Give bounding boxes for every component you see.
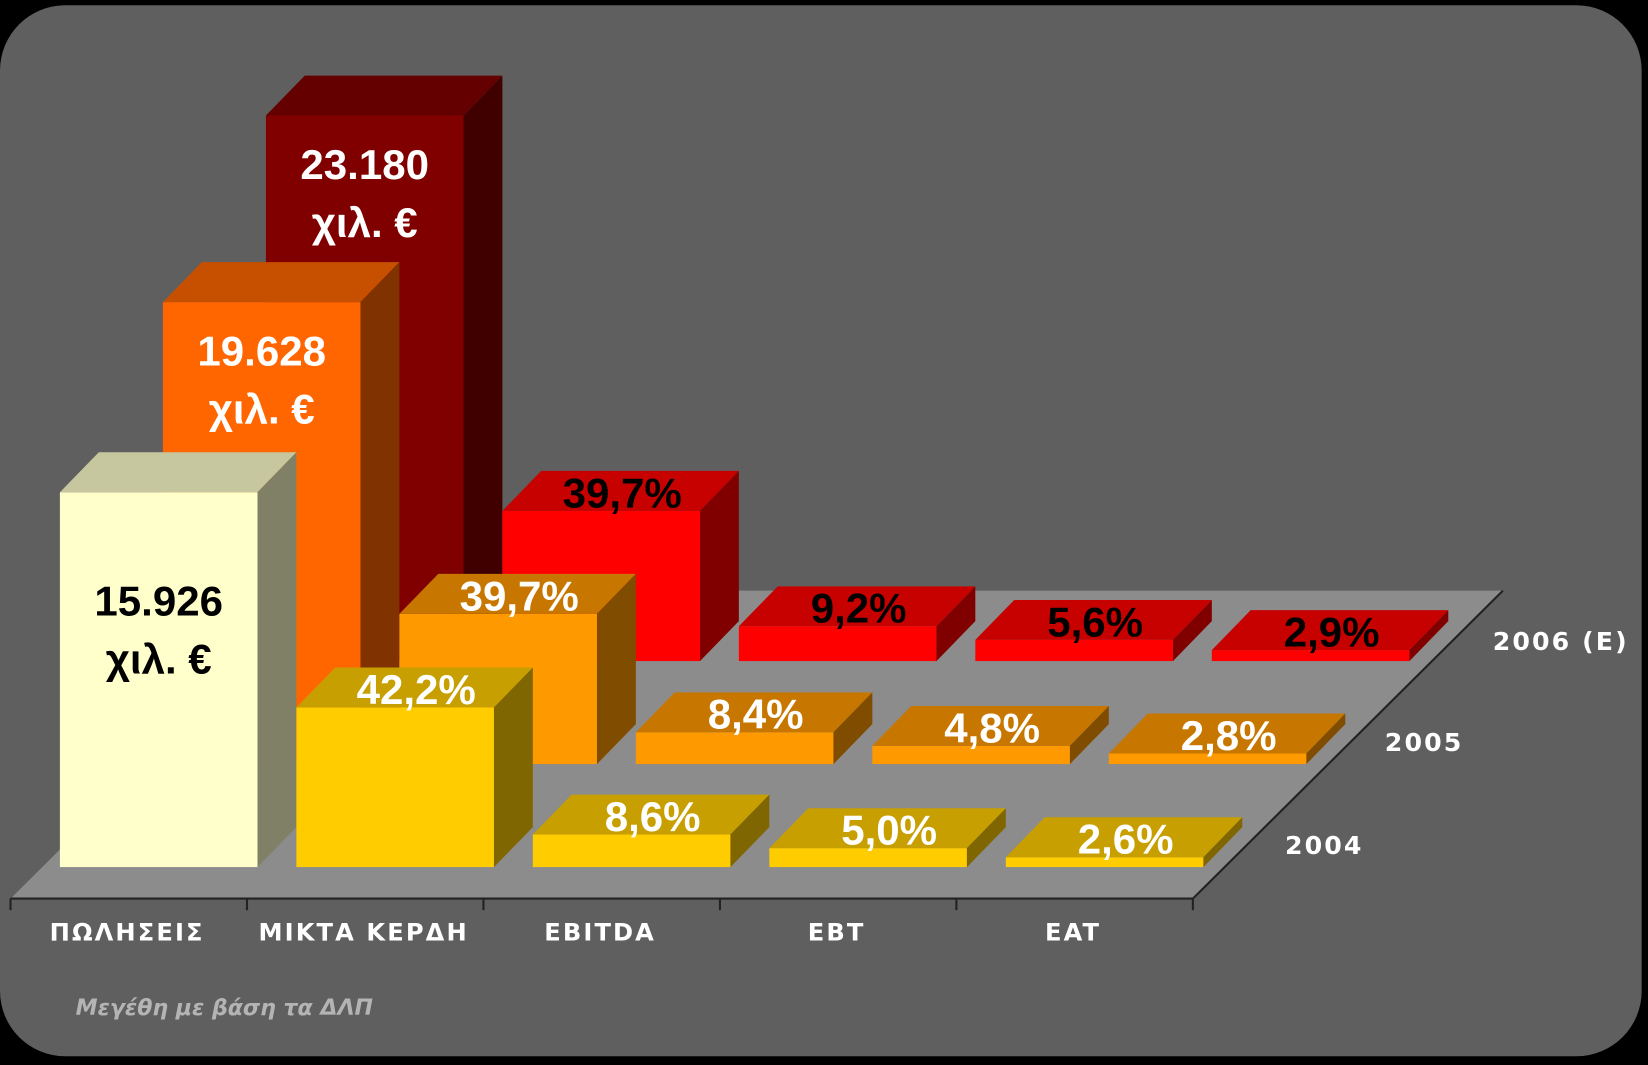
value-label-line: 19.628: [197, 328, 326, 375]
bar-side: [493, 667, 533, 868]
bar-top: [532, 794, 770, 835]
bar-side: [1069, 705, 1109, 765]
bar-front: [1108, 753, 1307, 765]
value-label: 9,2%: [811, 585, 907, 632]
chart-body: ΠΩΛΗΣΕΙΣ ΜΙΚΤΑ ΚΕΡΔΗ EBITDA EBT EAT 2004 2005 2…: [0, 5, 1642, 1057]
bar-side: [833, 692, 873, 765]
bar-side: [596, 573, 636, 765]
value-label: 19.628 χιλ. €: [197, 328, 326, 433]
bar-top: [635, 692, 873, 733]
value-label: 15.926 χιλ. €: [94, 578, 223, 683]
bar-top: [872, 705, 1109, 746]
value-label-line: 15.926: [94, 578, 223, 625]
bar-side: [1172, 599, 1212, 662]
value-label-line: χιλ. €: [209, 386, 315, 433]
bar-side: [936, 586, 976, 662]
bar-top: [59, 452, 297, 493]
value-label: 23.180 χιλ. €: [300, 141, 429, 246]
value-label-line: χιλ. €: [312, 199, 418, 246]
bar-side: [1203, 817, 1243, 868]
x-tick-label: EBT: [808, 918, 866, 946]
bar-front: [635, 732, 834, 765]
bar-front: [1005, 857, 1204, 868]
bar-front: [532, 834, 731, 868]
value-label: 5,0%: [841, 807, 937, 854]
bar-front: [296, 707, 494, 868]
value-label-line: 23.180: [300, 141, 429, 188]
bar-top: [769, 808, 1006, 849]
bar-side: [463, 75, 503, 662]
value-label: 39,7%: [460, 572, 579, 619]
x-tick-label: EAT: [1045, 918, 1101, 946]
note: Μεγέθη με βάση τα ΔΛΠ: [76, 996, 373, 1021]
value-label: 2,6%: [1078, 816, 1174, 863]
legend-label: 2005: [1385, 728, 1464, 757]
bar-front: [1211, 650, 1410, 662]
bar-top: [162, 262, 400, 303]
value-label: 2,9%: [1284, 609, 1380, 656]
bar-front: [872, 745, 1070, 765]
value-label: 42,2%: [357, 666, 476, 713]
bar-side: [257, 452, 297, 868]
bar-front: [975, 639, 1173, 662]
legend-label: 2004: [1285, 831, 1364, 860]
value-label: 8,4%: [708, 691, 804, 738]
bar-top: [738, 586, 976, 627]
value-label: 39,7%: [563, 469, 682, 516]
bar-top: [399, 573, 636, 614]
bar-front: [769, 848, 967, 868]
bar-side: [966, 808, 1006, 868]
value-label-line: χιλ. €: [106, 636, 212, 683]
bar-top: [1005, 817, 1243, 858]
value-label: 8,6%: [605, 793, 701, 840]
x-tick-label: ΜΙΚΤΑ ΚΕΡΔΗ: [258, 918, 468, 946]
value-label: 5,6%: [1047, 598, 1143, 645]
bar-top: [1108, 713, 1346, 754]
bar-top: [296, 667, 533, 708]
bar-top: [502, 470, 739, 511]
bar-side: [730, 794, 770, 868]
value-label: 2,8%: [1181, 712, 1277, 759]
bar-side: [360, 262, 400, 765]
x-tick-label: ΠΩΛΗΣΕΙΣ: [50, 918, 205, 946]
bar-top: [265, 75, 503, 116]
bar-front: [59, 492, 258, 868]
x-tick-label: EBITDA: [544, 918, 656, 946]
bar-front: [738, 626, 937, 662]
value-label: 4,8%: [944, 704, 1040, 751]
bar-side: [1409, 610, 1449, 662]
legend-label: 2006 (E): [1493, 627, 1629, 656]
bar-top: [1211, 610, 1449, 651]
bar-side: [699, 470, 739, 662]
bar-top: [975, 599, 1212, 640]
bar-side: [1306, 713, 1346, 765]
